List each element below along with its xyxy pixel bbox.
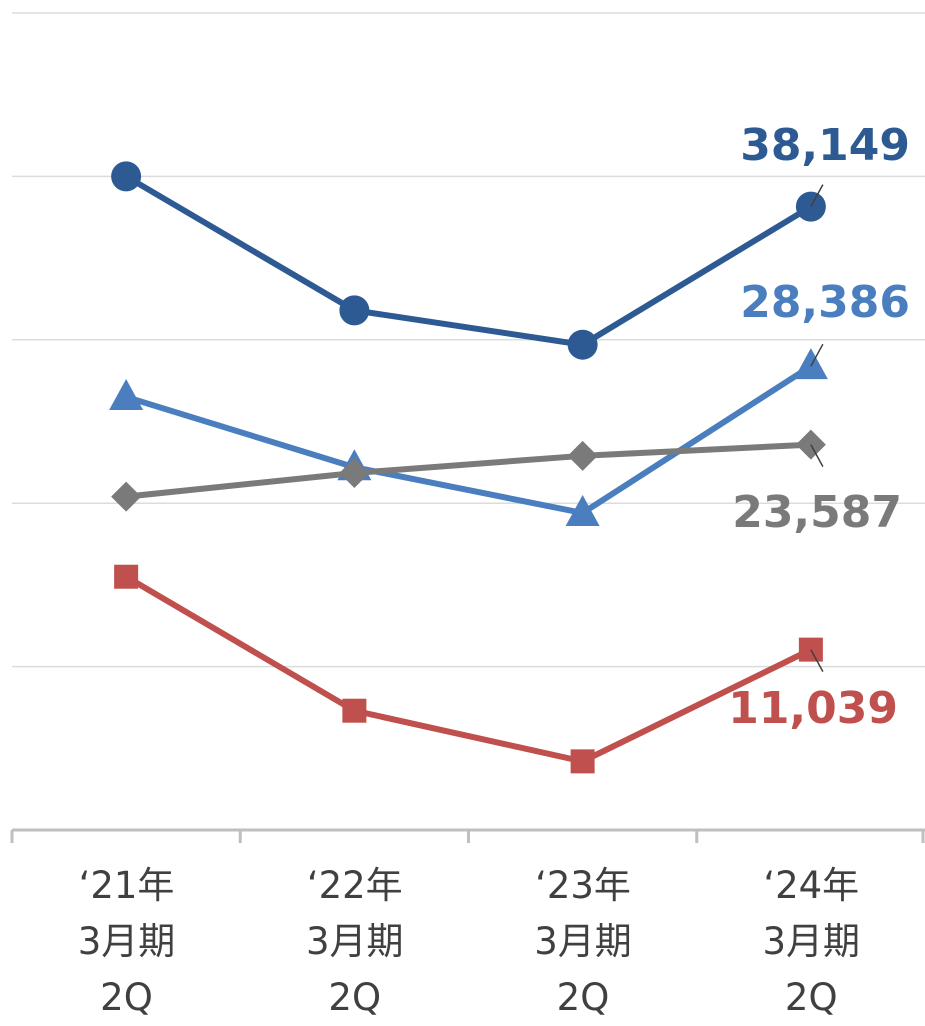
leader-line xyxy=(810,649,824,672)
data-label: 28,386 xyxy=(740,277,910,328)
leader-line xyxy=(810,444,824,467)
data-label: 38,149 xyxy=(740,120,910,171)
x-tick-label: ‘23年 3月期 2Q xyxy=(534,864,632,1019)
marker xyxy=(342,698,367,723)
marker xyxy=(793,348,828,380)
series-line xyxy=(124,574,813,765)
marker xyxy=(339,295,370,326)
marker xyxy=(114,564,139,589)
marker xyxy=(111,161,142,192)
x-tick-label: ‘21年 3月期 2Q xyxy=(77,864,176,1019)
marker xyxy=(567,329,598,360)
marker xyxy=(111,481,142,512)
series-line xyxy=(125,363,813,517)
marker xyxy=(339,457,370,488)
marker xyxy=(570,749,595,774)
marker xyxy=(109,378,144,410)
x-tick-label: ‘22年 3月期 2Q xyxy=(305,864,404,1019)
marker xyxy=(567,440,598,471)
series-line xyxy=(125,441,812,500)
data-label: 23,587 xyxy=(732,487,902,538)
data-label: 11,039 xyxy=(728,683,898,734)
leader-line xyxy=(810,184,824,208)
x-tick-label: ‘24年 3月期 2Q xyxy=(762,864,861,1019)
leader-line xyxy=(810,343,824,367)
series-line xyxy=(124,173,813,348)
marker xyxy=(565,495,600,527)
